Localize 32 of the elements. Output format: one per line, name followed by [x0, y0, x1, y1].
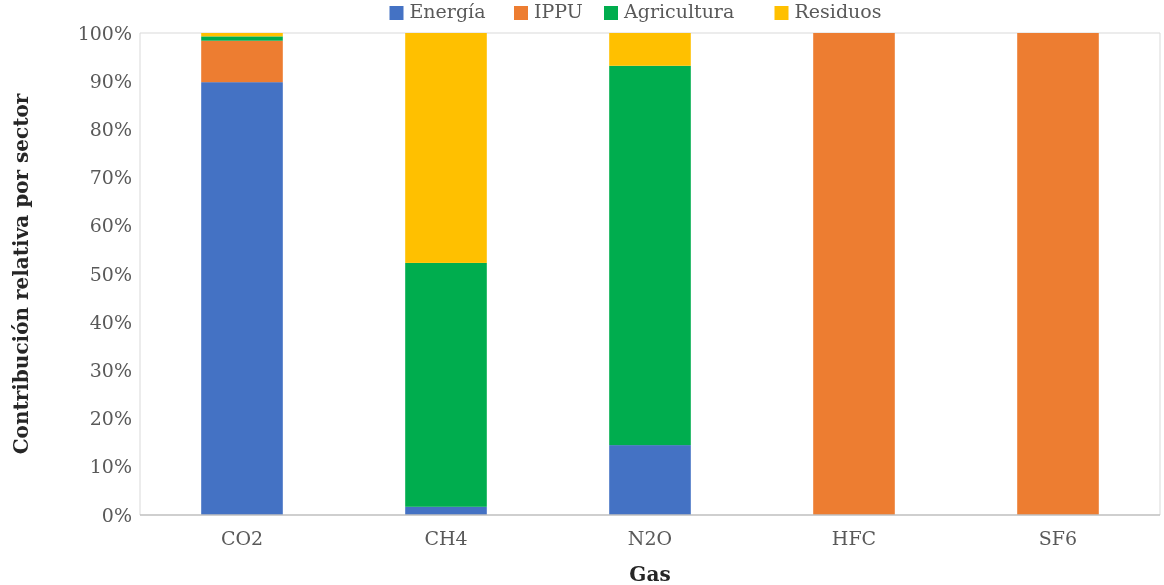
legend-label: Agricultura: [623, 0, 735, 22]
x-axis-title: Gas: [629, 562, 671, 585]
y-tick-label: 60%: [89, 214, 132, 237]
y-axis-title: Contribución relativa por sector: [9, 93, 33, 455]
bar: [201, 82, 283, 515]
bar: [1017, 33, 1099, 515]
y-tick-label: 20%: [89, 407, 132, 430]
y-tick-label: 70%: [89, 166, 132, 189]
x-tick-label: CO2: [220, 527, 264, 549]
bar: [405, 262, 487, 507]
y-tick-label: 0%: [101, 503, 132, 526]
y-tick-label: 30%: [89, 359, 132, 382]
bar: [609, 65, 691, 446]
x-tick-label: N2O: [627, 527, 673, 549]
y-tick-label: 40%: [89, 310, 132, 333]
bar: [201, 40, 283, 83]
legend-label: IPPU: [534, 0, 583, 22]
x-tick-label: HFC: [831, 527, 877, 549]
y-tick-label: 50%: [89, 262, 132, 285]
legend-label: Residuos: [794, 0, 882, 22]
bar: [201, 36, 283, 41]
bar: [813, 33, 895, 515]
legend-label: Energía: [409, 0, 486, 22]
bar: [609, 33, 691, 66]
bar: [405, 33, 487, 263]
y-tick-label: 100%: [77, 21, 132, 44]
x-tick-label: SF6: [1038, 527, 1078, 549]
y-tick-label: 80%: [89, 118, 132, 141]
y-tick-label: 10%: [89, 455, 132, 478]
bar: [609, 445, 691, 515]
y-tick-label: 90%: [89, 69, 132, 92]
x-tick-label: CH4: [424, 527, 468, 549]
